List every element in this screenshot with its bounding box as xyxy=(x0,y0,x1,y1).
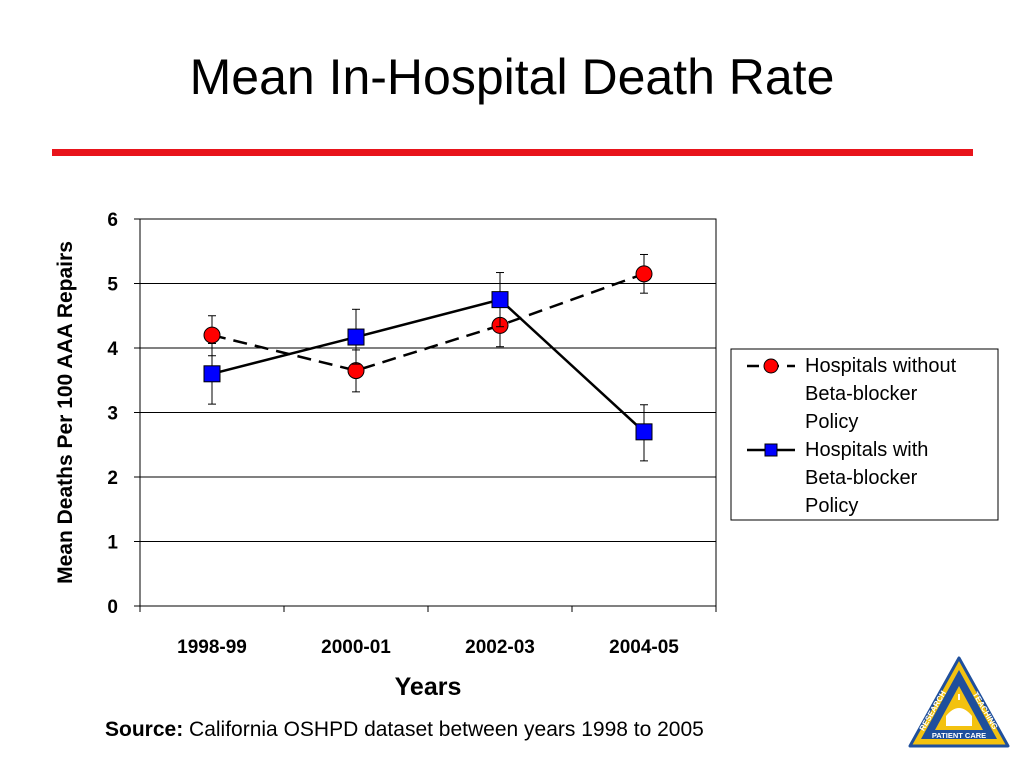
data-point-square xyxy=(491,291,509,309)
series-with-policy xyxy=(203,272,653,462)
capitol-dome-icon xyxy=(946,694,972,726)
x-tick-label: 1998-99 xyxy=(177,637,247,658)
slide-title: Mean In-Hospital Death Rate xyxy=(189,49,835,105)
y-tick-label: 1 xyxy=(107,533,118,554)
legend-entry-text: Beta-blocker xyxy=(805,467,918,489)
y-tick-label: 3 xyxy=(107,404,118,425)
legend-entry-text: Policy xyxy=(805,411,858,433)
data-point-circle xyxy=(635,265,653,283)
series-without-policy xyxy=(203,253,653,393)
data-point-square xyxy=(347,328,365,346)
series-line xyxy=(211,298,645,433)
title-underline xyxy=(52,149,973,156)
gridlines xyxy=(140,283,716,542)
source-note: Source: California OSHPD dataset between… xyxy=(105,718,704,742)
x-tick-label: 2000-01 xyxy=(321,637,391,658)
legend-entry-text: Policy xyxy=(805,495,858,517)
legend-marker-circle xyxy=(763,358,779,374)
data-point-circle xyxy=(347,362,365,380)
y-tick-label: 6 xyxy=(107,210,118,231)
x-tick-label: 2002-03 xyxy=(465,637,535,658)
legend-entry-text: Hospitals without xyxy=(805,355,957,377)
line-chart: 0 1 2 3 4 5 6 1998-99 2000-01 2002-03 2004-05 Mean… xyxy=(54,210,999,701)
legend: Hospitals without Beta-blocker Policy Hospi… xyxy=(730,348,999,521)
logo-text-patient-care: PATIENT CARE xyxy=(932,731,986,740)
legend-entry-text: Hospitals with xyxy=(805,439,928,461)
data-point-square xyxy=(635,423,653,441)
y-tick-label: 0 xyxy=(107,597,118,618)
series xyxy=(203,253,653,462)
data-point-circle xyxy=(203,326,221,344)
axes: 0 1 2 3 4 5 6 1998-99 2000-01 2002-03 2004-05 xyxy=(107,210,717,658)
x-tick-label: 2004-05 xyxy=(609,637,679,658)
source-text: California OSHPD dataset between years 1… xyxy=(183,718,704,741)
legend-entry-text: Beta-blocker xyxy=(805,383,918,405)
legend-marker-square xyxy=(764,443,778,457)
source-label: Source: xyxy=(105,718,184,741)
series-line xyxy=(211,272,645,372)
institution-logo: RESEARCH TEACHING PATIENT CARE xyxy=(908,656,1010,748)
legend-box xyxy=(730,348,999,521)
y-tick-label: 4 xyxy=(107,339,118,360)
y-axis-label: Mean Deaths Per 100 AAA Repairs xyxy=(54,241,77,584)
y-tick-label: 2 xyxy=(107,468,118,489)
data-point-square xyxy=(203,365,221,383)
x-axis-label: Years xyxy=(395,673,462,701)
y-tick-label: 5 xyxy=(107,275,118,296)
